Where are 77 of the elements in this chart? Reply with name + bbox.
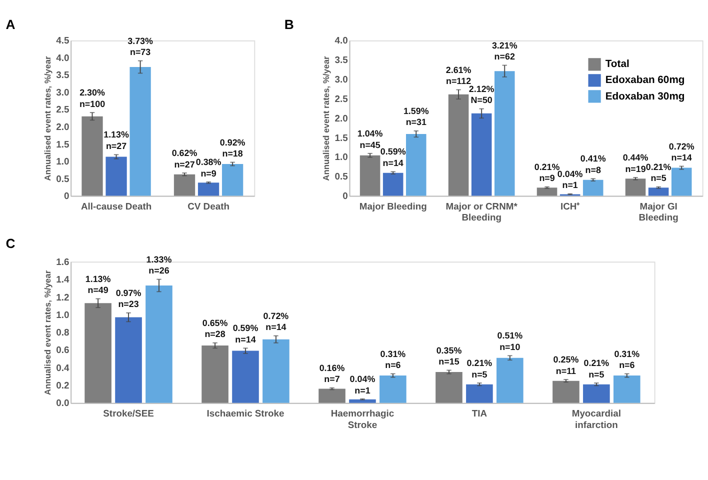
y-axis-title: Annualised event rates, %/year — [321, 55, 332, 181]
text: 0.72% n=14 — [668, 141, 694, 163]
text: 1.13% n=49 — [85, 274, 111, 296]
y-tick-label: 0.6 — [56, 344, 70, 356]
text: 0.59% n=14 — [232, 323, 258, 345]
text: 2.61% n=112 — [446, 64, 472, 86]
x-tick-label: Major Bleeding — [359, 200, 428, 212]
y-tick-label: 1.0 — [56, 156, 70, 167]
x-tick-label: Haemorrhagic Stroke — [330, 408, 394, 430]
y-tick-label: 0.4 — [56, 362, 70, 373]
text: 0.16% n=7 — [319, 362, 345, 384]
x-tick-label: TIA — [472, 408, 488, 419]
y-tick-label: 1.4 — [56, 274, 70, 285]
y-tick-label: 3.0 — [56, 86, 70, 98]
legend-label: Edoxaban 30mg — [605, 91, 685, 102]
y-tick-label: 2.0 — [334, 112, 348, 124]
y-tick-label: 4.0 — [56, 52, 70, 63]
text: 0.25% n=11 — [553, 354, 579, 376]
text: 3.73% n=73 — [128, 36, 153, 58]
y-tick-label: 0.5 — [56, 172, 70, 184]
text: 1.59% n=31 — [403, 106, 429, 128]
y-tick-label: 1.0 — [334, 151, 348, 162]
text: 0.59% n=14 — [380, 146, 406, 168]
text: 0.51% n=10 — [497, 330, 523, 352]
y-tick-label: 1.5 — [56, 138, 70, 150]
text: 1.13% n=27 — [104, 130, 129, 152]
y-tick-label: 3.5 — [56, 69, 70, 80]
x-tick-label: ICH⁺ — [560, 200, 581, 212]
text: 0.65% n=28 — [202, 318, 228, 340]
y-tick-label: 0.2 — [56, 380, 70, 391]
text: 0.04% n=1 — [350, 374, 376, 396]
text: 3.21% n=62 — [492, 40, 518, 62]
y-tick-label: 3.5 — [334, 54, 348, 66]
y-tick-label: 4.5 — [56, 34, 70, 46]
text: 1.33% n=26 — [146, 254, 172, 276]
text: 0.72% n=14 — [263, 310, 289, 332]
chart-title: C — [6, 236, 16, 252]
y-tick-label: 2.5 — [56, 104, 70, 115]
y-tick-label: 0.0 — [56, 397, 70, 408]
y-tick-label: 1.0 — [56, 308, 70, 320]
x-tick-label: Ischaemic Stroke — [206, 408, 284, 419]
y-tick-label: 0 — [342, 190, 348, 202]
y-tick-label: 4.0 — [334, 34, 348, 46]
y-tick-label: 3.0 — [334, 74, 348, 85]
text: 2.30% n=100 — [79, 88, 106, 109]
text: 0.92% n=18 — [220, 137, 246, 159]
text: 0.21% n=5 — [466, 358, 492, 380]
x-tick-label: Major GI Bleeding — [638, 200, 679, 223]
text: 0.38% n=9 — [196, 157, 222, 178]
y-tick-label: 1.2 — [56, 291, 70, 302]
text: 0.35% n=15 — [436, 345, 462, 367]
x-tick-label: Myocardial infarction — [572, 408, 621, 430]
y-tick-label: 0.5 — [334, 170, 348, 182]
x-tick-label: CV Death — [188, 200, 230, 212]
legend-label: Total — [605, 59, 630, 70]
y-tick-label: 2.0 — [56, 121, 70, 132]
y-axis-title: Annualised event rates, %/year — [42, 270, 52, 396]
legend-label: Edoxaban 60mg — [605, 75, 685, 86]
text: 0.97% n=23 — [116, 288, 142, 310]
x-tick-label: Major or CRNM* Bleeding — [446, 200, 518, 223]
text: 0.21% n=5 — [646, 162, 672, 184]
chart-title: A — [6, 17, 16, 32]
text: 0.62% n=27 — [172, 148, 198, 170]
y-tick-label: 1.6 — [56, 256, 70, 267]
y-axis-title: Annualised event rates, %/year — [42, 55, 52, 181]
text: 0.31% n=6 — [380, 348, 406, 370]
x-tick-label: Stroke/SEE — [103, 408, 154, 419]
text: 0.04% n=1 — [557, 168, 583, 190]
chart-title: B — [284, 17, 294, 32]
text: 0.31% n=6 — [614, 348, 640, 370]
x-tick-label: All-cause Death — [80, 200, 152, 212]
y-tick-label: 2.5 — [334, 92, 348, 104]
y-tick-label: 1.5 — [334, 132, 348, 143]
y-tick-label: 0.8 — [56, 326, 70, 338]
text: 0.21% n=5 — [584, 358, 610, 380]
y-tick-label: 0 — [64, 190, 70, 202]
text: 2.12% N=50 — [468, 84, 494, 106]
